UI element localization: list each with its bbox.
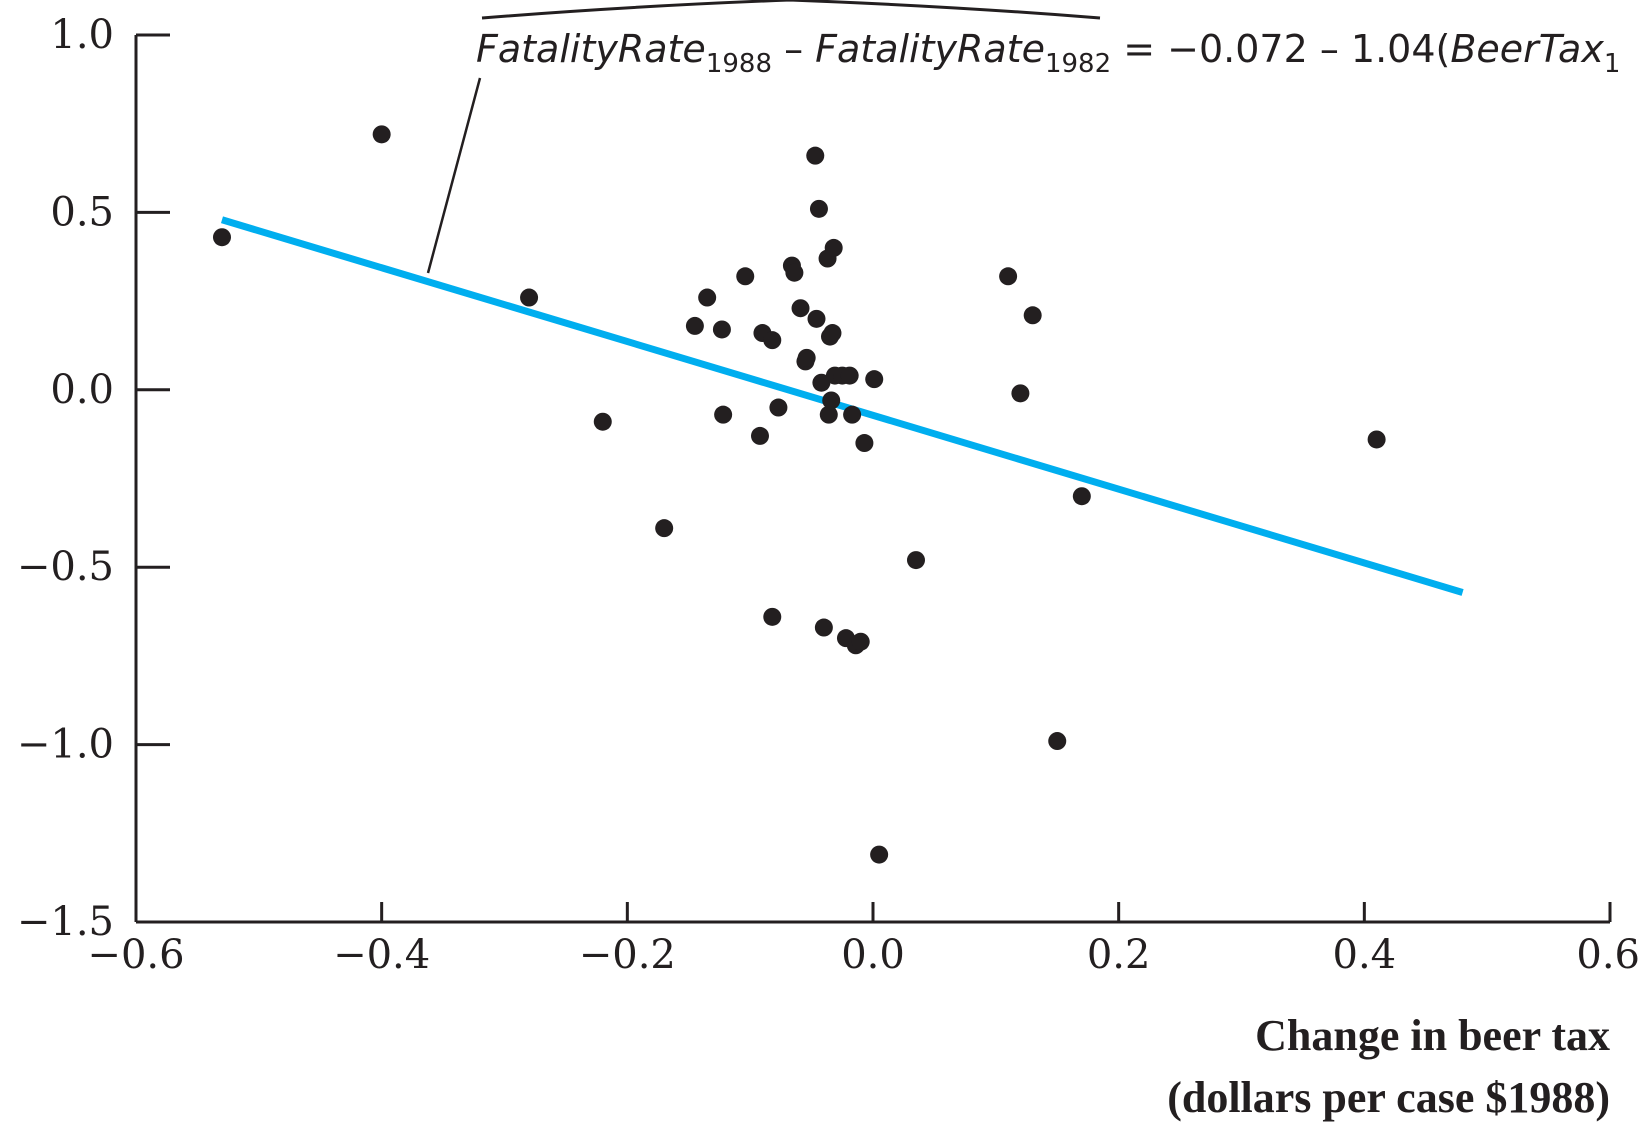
data-point bbox=[1023, 306, 1042, 325]
data-point bbox=[812, 373, 831, 392]
data-point bbox=[520, 288, 539, 307]
x-tick-label: −0.2 bbox=[579, 932, 676, 978]
data-point bbox=[809, 199, 828, 218]
data-point bbox=[851, 632, 870, 651]
x-tick-label: 0.2 bbox=[1087, 932, 1151, 978]
data-point bbox=[824, 238, 843, 257]
data-point bbox=[685, 316, 704, 335]
eq-rhs: = −0.072 – 1.04( bbox=[1111, 27, 1450, 71]
x-tick-label: 0.0 bbox=[841, 932, 905, 978]
data-point bbox=[1072, 487, 1091, 506]
x-tick-label: −0.6 bbox=[87, 932, 184, 978]
y-tick-label: −1.5 bbox=[17, 899, 114, 945]
data-point bbox=[843, 405, 862, 424]
y-tick-label: 1.0 bbox=[50, 12, 114, 58]
data-point bbox=[822, 391, 841, 410]
y-tick-label: −1.0 bbox=[17, 722, 114, 768]
data-point bbox=[750, 426, 769, 445]
equation-callout bbox=[426, 0, 1101, 274]
equation-leader-line bbox=[426, 77, 482, 274]
data-point bbox=[736, 267, 755, 286]
axes bbox=[134, 35, 1610, 924]
eq-lhs1-sub: 1988 bbox=[706, 49, 772, 79]
y-ticks: −1.5 −1.0 −0.5 0.0 0.5 1.0 bbox=[17, 12, 170, 945]
data-point bbox=[763, 331, 782, 350]
data-point bbox=[769, 398, 788, 417]
y-tick-label: −0.5 bbox=[17, 544, 114, 590]
eq-lhs2-sub: 1982 bbox=[1045, 49, 1111, 79]
data-point bbox=[593, 412, 612, 431]
regression-equation: FatalityRate1988 – FatalityRate1982 = −0… bbox=[476, 27, 1620, 79]
data-point bbox=[819, 405, 838, 424]
data-point bbox=[655, 519, 674, 538]
data-point bbox=[999, 267, 1018, 286]
eq-lhs2: FatalityRate bbox=[815, 27, 1045, 71]
data-point bbox=[712, 320, 731, 339]
y-tick-label: 0.0 bbox=[50, 367, 114, 413]
data-point bbox=[763, 607, 782, 626]
x-tick-label: 0.4 bbox=[1333, 932, 1397, 978]
x-tick-label: 0.6 bbox=[1576, 932, 1640, 978]
data-point bbox=[870, 845, 889, 864]
data-point bbox=[855, 434, 874, 453]
x-tick-label: −0.4 bbox=[333, 932, 430, 978]
data-point bbox=[806, 146, 825, 165]
data-points bbox=[212, 125, 1386, 864]
data-point bbox=[840, 366, 859, 385]
data-point bbox=[823, 324, 842, 343]
regression-line bbox=[220, 216, 1464, 596]
eq-rhs-var-sub: 1 bbox=[1604, 49, 1621, 79]
x-axis-title-line-1: Change in beer tax bbox=[1255, 1011, 1610, 1060]
eq-rhs-var: BeerTax bbox=[1450, 27, 1604, 71]
equation-brace bbox=[481, 0, 1101, 20]
x-axis-title-line-2: (dollars per case $1988) bbox=[1167, 1073, 1610, 1122]
data-point bbox=[698, 288, 717, 307]
data-point bbox=[906, 551, 925, 570]
data-point bbox=[865, 370, 884, 389]
eq-lhs1: FatalityRate bbox=[476, 27, 706, 71]
data-point bbox=[212, 228, 231, 247]
y-tick-label: 0.5 bbox=[50, 189, 114, 235]
data-point bbox=[791, 299, 810, 318]
x-ticks: −0.6 −0.4 −0.2 0.0 0.2 0.4 0.6 bbox=[87, 902, 1640, 978]
data-point bbox=[372, 125, 391, 144]
data-point bbox=[1367, 430, 1386, 449]
data-point bbox=[1048, 732, 1067, 751]
data-point bbox=[785, 263, 804, 282]
eq-minus: – bbox=[772, 27, 815, 71]
data-point bbox=[714, 405, 733, 424]
data-point bbox=[814, 618, 833, 637]
data-point bbox=[807, 309, 826, 328]
data-point bbox=[797, 348, 816, 367]
data-point bbox=[1011, 384, 1030, 403]
